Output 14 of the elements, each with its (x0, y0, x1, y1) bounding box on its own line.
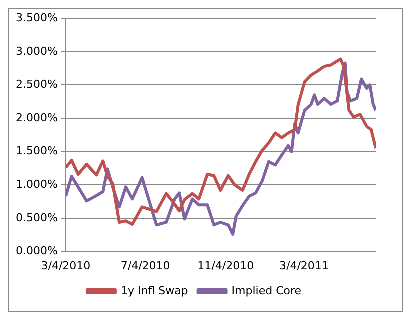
x-tick-label: 7/4/2010 (120, 259, 170, 272)
y-tick-label: 2.500% (16, 78, 58, 92)
y-tick-label: 3.000% (16, 44, 58, 58)
y-tick-label: 1.000% (16, 178, 58, 192)
y-tick-label: 0.500% (16, 211, 58, 224)
y-tick-label: 3.500% (16, 11, 58, 24)
legend-label: Implied Core (232, 284, 302, 298)
x-tick-label: 3/4/2010 (41, 259, 91, 272)
y-tick-label: 1.500% (16, 144, 58, 158)
x-tick-label: 3/4/2011 (279, 259, 329, 272)
legend-label: 1y Infl Swap (120, 284, 188, 298)
y-tick-label: 0.000% (16, 244, 58, 258)
x-tick-label: 11/4/2010 (198, 259, 254, 272)
y-tick-label: 2.000% (16, 111, 58, 124)
